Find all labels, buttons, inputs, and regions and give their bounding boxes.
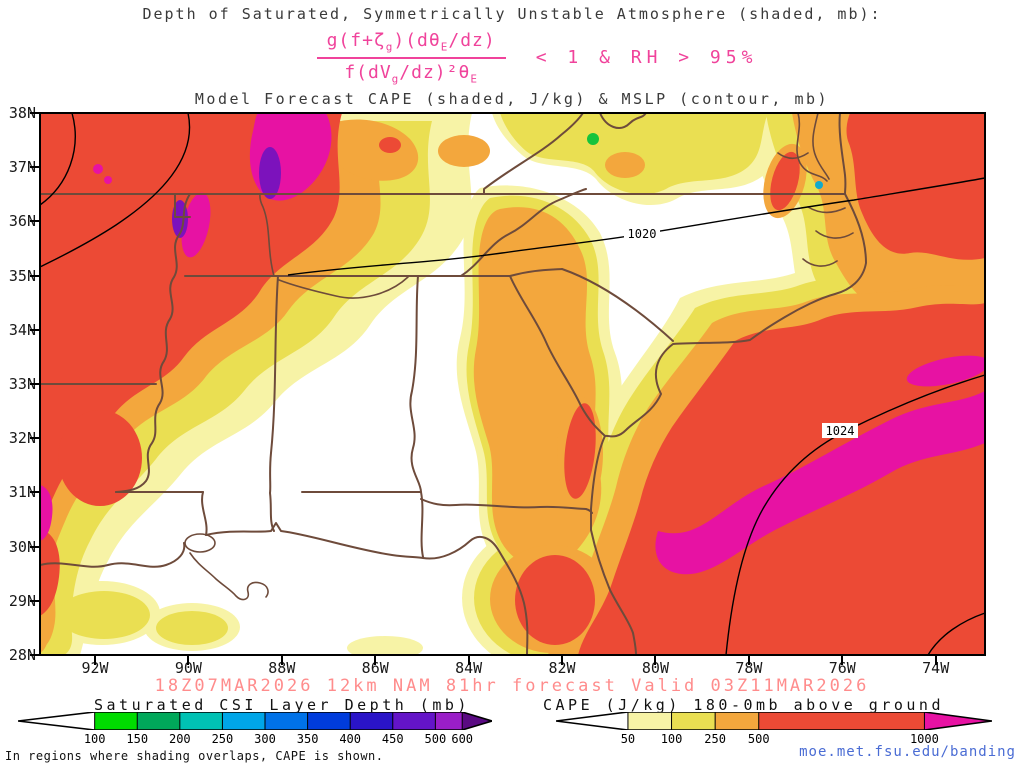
map-frame	[39, 112, 986, 656]
lat-label: 37N	[8, 158, 36, 177]
axis-tick	[934, 656, 937, 665]
formula-denominator: f(dVg/dz)²θE	[316, 56, 506, 85]
axis-tick	[30, 328, 39, 331]
legend-tick-label: 250	[704, 732, 726, 746]
axis-tick	[30, 383, 39, 385]
contour-label-1024: 1024	[822, 423, 858, 438]
legend-tick-label: 100	[83, 732, 106, 746]
legend-tick-label: 300	[254, 732, 276, 746]
formula-condition: < 1 & RH > 95%	[535, 47, 758, 69]
axis-tick	[30, 654, 39, 656]
axis-tick	[30, 599, 39, 602]
legend-tick-label: 450	[381, 732, 404, 746]
formula-numerator: g(f+ζg)(dθE/dz)	[326, 30, 496, 54]
axis-tick	[467, 656, 470, 665]
csi-colorbar-svg	[17, 711, 495, 731]
legend-tick-label: 100	[660, 732, 683, 746]
axis-tick	[841, 656, 844, 665]
axis-tick	[280, 656, 283, 665]
lat-label: 34N	[8, 320, 36, 339]
lon-label: 78W	[735, 659, 763, 677]
lon-label: 74W	[922, 659, 950, 677]
lon-label: 84W	[455, 659, 483, 677]
csi-colorbar: 100 150 200 250 300 350 400 450 500 600	[17, 711, 495, 752]
contour-label-1020: 1020	[624, 226, 660, 241]
axis-tick	[187, 656, 190, 665]
legend-tick-label: 400	[339, 732, 362, 746]
axis-tick	[654, 656, 657, 665]
axis-tick	[374, 656, 377, 665]
legend-tick-label: 250	[211, 732, 234, 746]
axis-tick	[94, 656, 96, 665]
lon-label: 82W	[548, 659, 576, 677]
chart-title: Model Forecast CAPE (shaded, J/kg) & MSL…	[194, 90, 830, 108]
cape-colorbar-svg	[555, 711, 993, 731]
state-borders	[40, 113, 867, 655]
svg-text:1020: 1020	[628, 227, 657, 241]
lat-label: 35N	[8, 266, 36, 285]
formula-fraction: g(f+ζg)(dθE/dz) f(dVg/dz)²θE	[316, 30, 506, 85]
csi-formula: g(f+ζg)(dθE/dz) f(dVg/dz)²θE < 1 & RH > …	[0, 30, 1024, 85]
page-title: Depth of Saturated, Symmetrically Unstab…	[142, 5, 882, 23]
site-link[interactable]: moe.met.fsu.edu/banding	[799, 744, 1016, 760]
svg-text:1024: 1024	[826, 424, 855, 438]
lat-label: 36N	[8, 212, 36, 231]
mslp-contours: 1020 1024	[39, 112, 986, 656]
lat-label: 29N	[8, 591, 36, 610]
csi-legend-title: Saturated CSI Layer Depth (mb)	[94, 696, 470, 714]
legend-tick-label: 350	[296, 732, 319, 746]
legend-tick-label: 500	[747, 732, 770, 746]
lat-label: 32N	[8, 429, 36, 448]
axis-tick	[30, 437, 39, 440]
axis-tick	[30, 166, 39, 169]
legend-tick-label: 200	[168, 732, 191, 746]
axis-tick	[30, 545, 39, 548]
legend-tick-label: 50	[620, 732, 636, 746]
legend-tick-label: 1000	[909, 732, 939, 746]
axis-tick	[561, 656, 564, 665]
lat-label: 30N	[8, 537, 36, 556]
legend-tick-label: 600	[451, 732, 474, 746]
axis-tick	[747, 656, 750, 665]
lat-label: 31N	[8, 483, 36, 502]
cape-legend-title: CAPE (J/kg) 180-0mb above ground	[543, 696, 944, 714]
cape-colorbar: 50 100 250 500 1000	[555, 711, 993, 752]
overlap-note: In regions where shading overlaps, CAPE …	[5, 749, 384, 763]
axis-tick	[30, 220, 39, 223]
axis-tick	[30, 112, 39, 114]
lon-label: 80W	[641, 659, 669, 677]
axis-tick	[30, 491, 39, 494]
axis-tick	[30, 274, 39, 277]
legend-tick-label: 500	[424, 732, 447, 746]
lon-label: 76W	[828, 659, 856, 677]
legend-tick-label: 150	[126, 732, 149, 746]
lon-label: 92W	[81, 659, 109, 677]
lat-label: 28N	[8, 646, 36, 664]
lon-label: 86W	[361, 659, 389, 677]
lat-label: 33N	[8, 375, 36, 393]
forecast-info: 18Z07MAR2026 12km NAM 81hr forecast Vali…	[154, 676, 870, 696]
lon-label: 90W	[174, 659, 202, 677]
map-canvas: 1020 1024	[39, 112, 986, 656]
lon-label: 88W	[268, 659, 296, 677]
